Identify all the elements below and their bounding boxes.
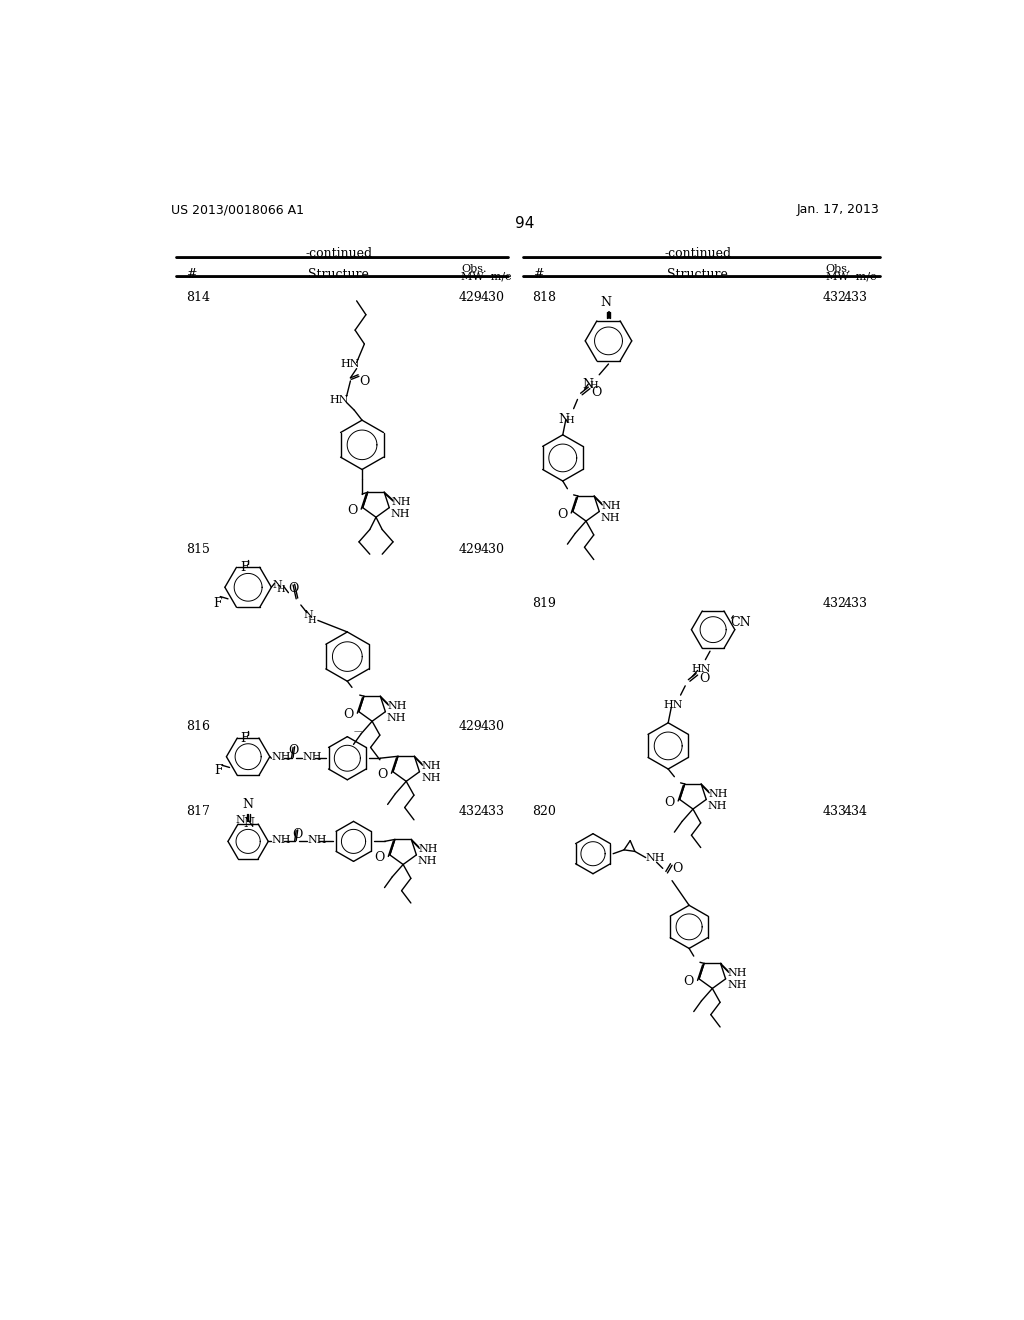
Text: 430: 430 [480,721,505,734]
Text: O: O [378,768,388,781]
Text: 818: 818 [532,290,557,304]
Text: 429: 429 [459,290,482,304]
Text: 819: 819 [532,598,556,610]
Text: NH: NH [709,789,728,799]
Text: MW  m/e: MW m/e [825,272,877,281]
Text: F: F [214,764,223,777]
Text: NH: NH [302,752,322,762]
Text: O: O [347,504,357,517]
Text: Obs.: Obs. [461,264,486,273]
Text: H: H [565,416,573,425]
Text: NH: NH [388,701,408,711]
Text: 432: 432 [459,805,482,818]
Text: H: H [307,615,315,624]
Text: 817: 817 [186,805,210,818]
Text: O: O [289,744,299,758]
Text: O: O [684,975,694,989]
Text: NH: NH [418,857,437,866]
Text: 434: 434 [844,805,868,818]
Text: N: N [600,296,611,309]
Text: NH: NH [727,981,746,990]
Text: 433: 433 [844,290,868,304]
Text: 430: 430 [480,290,505,304]
Text: H: H [276,585,285,594]
Text: NH: NH [271,752,291,762]
Text: N: N [304,610,313,619]
Text: O: O [592,385,602,399]
Text: O: O [292,828,302,841]
Text: CN: CN [730,615,751,628]
Text: 429: 429 [459,544,482,557]
Text: F: F [241,733,249,744]
Text: Structure: Structure [308,268,370,281]
Text: 433: 433 [480,805,505,818]
Text: NH: NH [421,774,440,783]
Text: NH: NH [391,510,411,519]
Text: 432: 432 [822,290,846,304]
Text: 820: 820 [532,805,556,818]
Text: N: N [244,817,255,830]
Text: 433: 433 [844,598,868,610]
Text: #: # [186,268,197,281]
Text: 432: 432 [822,598,846,610]
Text: O: O [665,796,675,809]
Text: F: F [241,561,249,574]
Text: N: N [236,816,246,825]
Text: HN: HN [341,359,360,370]
Text: 430: 430 [480,544,505,557]
Text: N: N [243,799,254,812]
Text: NH: NH [391,498,411,507]
Text: 429: 429 [459,721,482,734]
Text: -continued: -continued [664,247,731,260]
Text: O: O [672,862,682,875]
Text: Jan. 17, 2013: Jan. 17, 2013 [797,203,879,216]
Text: HN: HN [329,395,348,405]
Text: 814: 814 [186,290,210,304]
Text: NH: NH [728,969,748,978]
Text: O: O [343,708,353,721]
Text: 815: 815 [186,544,210,557]
Text: —: — [354,727,362,735]
Text: O: O [557,508,567,520]
Text: NH: NH [271,836,291,845]
Text: O: O [699,672,710,685]
Text: HN: HN [664,700,683,710]
Text: F: F [213,597,221,610]
Text: O: O [288,582,298,595]
Text: HN: HN [691,664,711,675]
Text: NH: NH [601,513,621,523]
Text: NH: NH [387,713,407,723]
Text: #: # [532,268,543,281]
Text: N: N [272,581,282,590]
Text: NH: NH [419,845,438,854]
Text: Structure: Structure [668,268,728,281]
Text: N: N [583,378,593,391]
Text: 94: 94 [515,216,535,231]
Text: O: O [375,851,385,865]
Text: NH: NH [601,502,621,511]
Text: 816: 816 [186,721,210,734]
Text: 433: 433 [822,805,847,818]
Text: NH: NH [646,853,666,863]
Text: N: N [558,413,569,426]
Text: Obs.: Obs. [825,264,851,273]
Text: US 2013/0018066 A1: US 2013/0018066 A1 [171,203,304,216]
Text: NH: NH [307,836,327,845]
Text: O: O [359,375,370,388]
Text: H: H [589,381,598,389]
Text: -continued: -continued [305,247,373,260]
Text: MW  m/e: MW m/e [461,272,512,281]
Text: NH: NH [708,801,727,810]
Text: NH: NH [422,762,441,771]
